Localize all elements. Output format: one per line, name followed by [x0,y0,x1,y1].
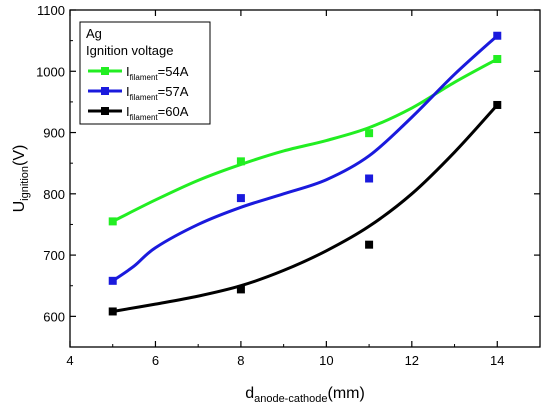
x-tick-label: 6 [152,353,159,368]
y-axis-label: Uignition(V) [11,145,31,213]
legend-header-line2: Ignition voltage [86,43,173,58]
series-54a-legend-marker [101,67,109,75]
series-54a-point [493,55,502,64]
series-60a-point [493,100,502,109]
y-tick-label: 900 [43,126,65,141]
series-60a-legend-marker [101,107,109,115]
series-57a-legend-marker [101,87,109,95]
x-tick-label: 4 [66,353,73,368]
series-54a-point [365,129,374,138]
x-tick-label: 12 [405,353,419,368]
legend: Ag Ignition voltage Ifilament=54A Ifilament… [79,21,211,125]
x-axis-label: danode-cathode(mm) [245,385,365,405]
series-60a-point [236,285,245,294]
series-57a-legend-label: Ifilament=57A [126,84,189,102]
series-60a-point [108,307,117,316]
series-57a-point [108,276,117,285]
series-57a-point [365,174,374,183]
series-57a-point [493,31,502,40]
series-54a-point [108,217,117,226]
x-tick-label: 14 [490,353,504,368]
y-tick-label: 600 [43,309,65,324]
x-tick-label: 10 [319,353,333,368]
data-points [108,31,502,316]
series-60a-fit-line [112,103,499,313]
series-60a-legend-label: Ifilament=60A [126,104,189,122]
y-tick-label: 1000 [36,64,65,79]
y-tick-label: 1100 [37,3,65,18]
y-tick-label: 700 [43,248,65,263]
series-60a-point [365,240,374,249]
series-54a-point [236,157,245,166]
series-57a-point [236,194,245,203]
series-57a-fit-line [111,34,499,283]
series-54a-legend-label: Ifilament=54A [126,64,189,82]
fit-lines [111,34,499,313]
x-tick-label: 8 [237,353,244,368]
axis-labels: danode-cathode(mm) Uignition(V) [11,145,365,405]
axes: 4 6 8 10 12 14 600 700 800 900 1000 1100 [36,3,540,368]
legend-header-line1: Ag [86,26,102,41]
y-tick-label: 800 [43,187,65,202]
